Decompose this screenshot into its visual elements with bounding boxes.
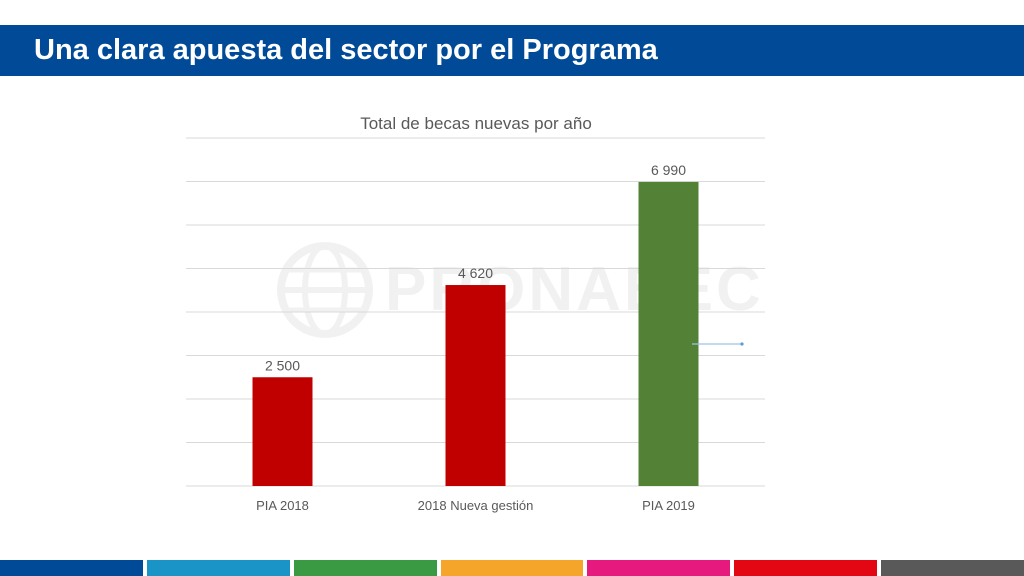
- data-label: 6 990: [651, 162, 686, 178]
- footer-color-segment: [440, 560, 584, 576]
- x-tick-label: 2018 Nueva gestión: [418, 498, 534, 513]
- footer-color-segment: [587, 560, 731, 576]
- bar: [445, 285, 506, 486]
- bar: [638, 181, 699, 486]
- page-title: Una clara apuesta del sector por el Prog…: [34, 34, 658, 66]
- footer-color-segment: [734, 560, 878, 576]
- bar: [252, 377, 313, 486]
- x-tick-label: PIA 2018: [256, 498, 309, 513]
- footer-color-strip: [0, 560, 1024, 576]
- data-label: 2 500: [265, 357, 300, 373]
- x-tick-label: PIA 2019: [642, 498, 695, 513]
- footer-color-segment: [146, 560, 290, 576]
- footer-color-segment: [0, 560, 143, 576]
- annotation-arrow-head: [740, 342, 744, 346]
- globe-icon: [277, 242, 373, 338]
- chart-title: Total de becas nuevas por año: [360, 114, 592, 133]
- header-bar: Una clara apuesta del sector por el Prog…: [0, 25, 1024, 76]
- data-label: 4 620: [458, 265, 493, 281]
- footer-color-segment: [293, 560, 437, 576]
- footer-color-segment: [881, 560, 1024, 576]
